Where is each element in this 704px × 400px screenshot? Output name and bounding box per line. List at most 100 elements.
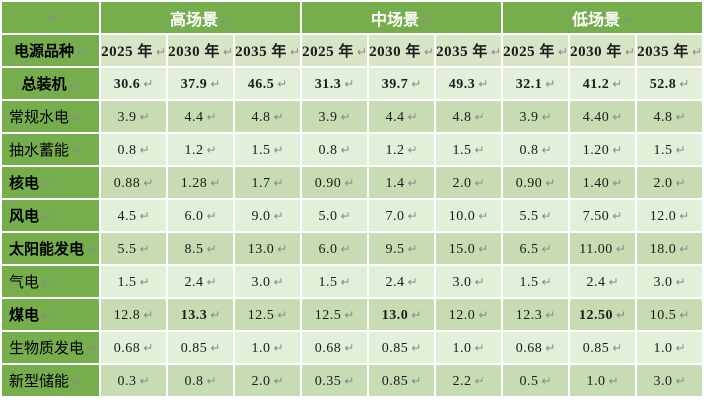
end-of-cell-marker: ↵: [422, 13, 433, 28]
end-of-cell-marker: ↵: [155, 45, 166, 59]
row-label-cell: 抽水蓄能 ↵: [2, 134, 99, 165]
cell-value: 0.90: [515, 175, 543, 191]
cell-value: 1.0: [586, 373, 606, 389]
cell-value: 7.50: [582, 208, 610, 224]
end-of-cell-marker: ↵: [277, 76, 288, 91]
cell-value: 1.40: [582, 175, 610, 191]
cell-value: 7.0: [385, 208, 405, 224]
data-cell: 1.2 ↵: [369, 134, 435, 165]
row-header-label: 电源品种: [13, 44, 74, 60]
row-label: 风电: [9, 209, 40, 225]
cell-value: 0.68: [515, 340, 543, 356]
end-of-cell-marker: ↵: [675, 175, 686, 190]
end-of-cell-marker: ↵: [675, 274, 686, 289]
cell-value: 0.88: [113, 175, 141, 191]
year-header-cell: 2025 年 ↵: [302, 35, 368, 66]
cell-value: 5.0: [318, 208, 338, 224]
end-of-cell-marker: ↵: [612, 109, 623, 124]
data-cell: 1.5 ↵: [436, 134, 502, 165]
year-header-cell: 2030 年 ↵: [369, 35, 435, 66]
end-of-cell-marker: ↵: [273, 274, 284, 289]
cell-value: 3.0: [452, 274, 472, 290]
cell-value: 4.8: [452, 109, 472, 125]
data-cell: 0.68 ↵: [503, 332, 569, 363]
end-of-cell-marker: ↵: [273, 208, 284, 223]
cell-value: 13.3: [180, 307, 208, 323]
data-cell: 13.3 ↵: [168, 299, 233, 330]
data-cell: 12.8 ↵: [101, 299, 166, 330]
cell-value: 3.9: [117, 109, 137, 125]
cell-value: 0.85: [180, 340, 208, 356]
data-cell: 9.0 ↵: [235, 200, 301, 231]
data-cell: 46.5 ↵: [235, 68, 301, 99]
row-label-cell: 气电 ↵: [2, 266, 99, 297]
end-of-cell-marker: ↵: [210, 340, 221, 355]
table-row: 总装机 ↵ 30.6 ↵ 37.9 ↵ 46.5 ↵ 31.3 ↵ 39.7 ↵ 49.3 ↵ 32.1 ↵ 4…: [2, 68, 703, 99]
end-of-cell-marker: ↵: [206, 208, 217, 223]
year-label: 2030 年: [369, 44, 421, 60]
data-cell: 3.0 ↵: [637, 266, 703, 297]
end-of-cell-marker: ↵: [222, 45, 233, 59]
end-of-cell-marker: ↵: [615, 241, 626, 256]
cell-value: 0.68: [314, 340, 342, 356]
data-cell: 18.0 ↵: [637, 233, 703, 264]
table-row: 风电 ↵ 4.5 ↵ 6.0 ↵ 9.0 ↵ 5.0 ↵ 7.0 ↵ 10.0 ↵ 5.5 ↵ 7.50 ↵ 12.…: [2, 200, 703, 231]
cell-value: 1.5: [653, 142, 673, 158]
end-of-cell-marker: ↵: [679, 76, 690, 91]
data-cell: 1.2 ↵: [168, 134, 233, 165]
end-of-cell-marker: ↵: [411, 307, 422, 322]
data-cell: 2.4 ↵: [369, 266, 435, 297]
end-of-cell-marker: ↵: [675, 373, 686, 388]
data-cell: 2.0 ↵: [436, 167, 502, 198]
data-cell: 3.9 ↵: [101, 101, 166, 132]
end-of-cell-marker: ↵: [87, 243, 98, 257]
row-label: 新型储能: [9, 374, 70, 390]
end-of-cell-marker: ↵: [612, 175, 623, 190]
end-of-cell-marker: ↵: [72, 144, 83, 158]
cell-value: 4.40: [582, 109, 610, 125]
end-of-cell-marker: ↵: [344, 340, 355, 355]
year-label: 2025 年: [503, 44, 555, 60]
end-of-cell-marker: ↵: [340, 241, 351, 256]
cell-value: 1.2: [385, 142, 405, 158]
data-cell: 2.4 ↵: [168, 266, 233, 297]
end-of-cell-marker: ↵: [206, 274, 217, 289]
data-cell: 12.0 ↵: [637, 200, 703, 231]
end-of-cell-marker: ↵: [273, 373, 284, 388]
end-of-cell-marker: ↵: [210, 307, 221, 322]
year-label: 2035 年: [436, 44, 488, 60]
cell-value: 2.4: [184, 274, 204, 290]
cell-value: 12.0: [448, 307, 476, 323]
data-cell: 31.3 ↵: [302, 68, 368, 99]
cell-value: 4.5: [117, 208, 137, 224]
end-of-cell-marker: ↵: [675, 142, 686, 157]
end-of-cell-marker: ↵: [139, 274, 150, 289]
end-of-cell-marker: ↵: [87, 342, 98, 356]
year-header-row: 电源品种 ↵ 2025 年 ↵ 2030 年 ↵ 2035 年 ↵ 2025 年 ↵ 20…: [2, 35, 703, 66]
year-label: 2025 年: [302, 44, 354, 60]
cell-value: 0.8: [184, 373, 204, 389]
table-row: 煤电 ↵ 12.8 ↵ 13.3 ↵ 12.5 ↵ 12.5 ↵ 13.0 ↵ 12.0 ↵ 12.3 ↵ 12…: [2, 299, 703, 330]
end-of-cell-marker: ↵: [691, 45, 702, 59]
cell-value: 1.0: [251, 340, 271, 356]
table-row: 生物质发电 ↵ 0.68 ↵ 0.85 ↵ 1.0 ↵ 0.68 ↵ 0.85 ↵ 1.0 ↵ 0.68 ↵ 0…: [2, 332, 703, 363]
end-of-cell-marker: ↵: [340, 142, 351, 157]
end-of-cell-marker: ↵: [206, 142, 217, 157]
end-of-cell-marker: ↵: [675, 340, 686, 355]
data-cell: 1.5 ↵: [235, 134, 301, 165]
end-of-cell-marker: ↵: [675, 109, 686, 124]
cell-value: 1.20: [582, 142, 610, 158]
table-row: 气电 ↵ 1.5 ↵ 2.4 ↵ 3.0 ↵ 1.5 ↵ 2.4 ↵ 3.0 ↵ 1.5 ↵ 2.4 ↵ 3.0 ↵: [2, 266, 703, 297]
end-of-cell-marker: ↵: [344, 307, 355, 322]
data-cell: 9.5 ↵: [369, 233, 435, 264]
cell-value: 9.5: [385, 241, 405, 257]
cell-value: 2.0: [653, 175, 673, 191]
end-of-cell-marker: ↵: [545, 307, 556, 322]
end-of-cell-marker: ↵: [407, 241, 418, 256]
end-of-cell-marker: ↵: [623, 13, 634, 28]
end-of-cell-marker: ↵: [474, 373, 485, 388]
end-of-cell-marker: ↵: [407, 274, 418, 289]
cell-value: 5.5: [519, 208, 539, 224]
data-cell: 1.7 ↵: [235, 167, 301, 198]
